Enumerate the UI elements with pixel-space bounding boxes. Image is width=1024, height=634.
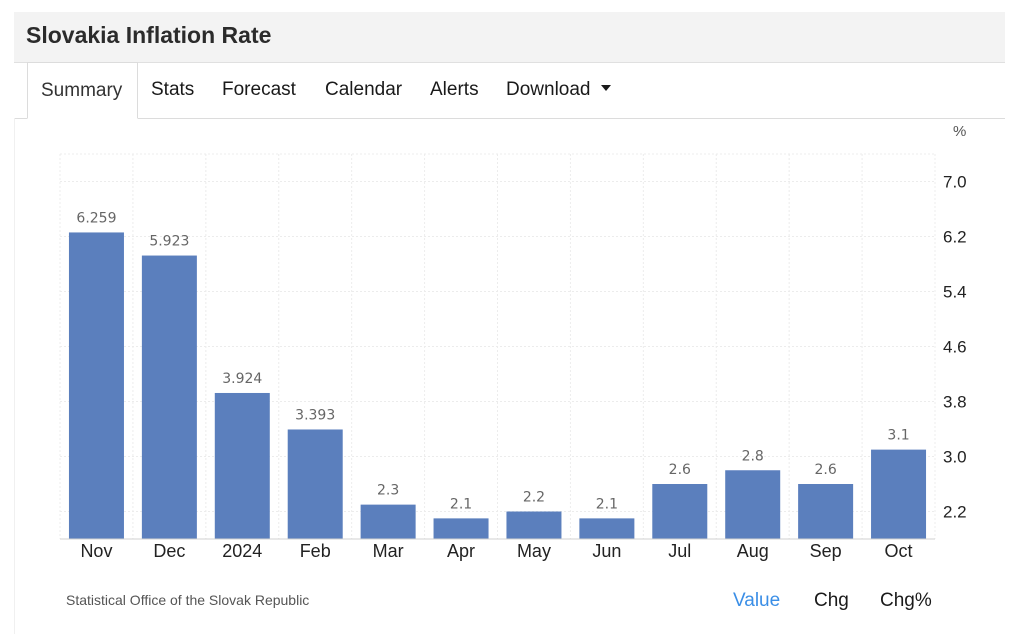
- tab-alerts-label: Alerts: [430, 79, 479, 100]
- y-tick-label: 3.0: [943, 448, 967, 467]
- bar: [360, 504, 416, 539]
- x-tick-label: 2024: [222, 541, 262, 561]
- bar: [214, 392, 270, 539]
- bar: [68, 232, 124, 539]
- tab-calendar[interactable]: Calendar: [325, 62, 402, 118]
- tab-download-label: Download: [506, 79, 591, 100]
- y-tick-label: 6.2: [943, 228, 967, 247]
- tab-stats[interactable]: Stats: [151, 62, 194, 118]
- data-source: Statistical Office of the Slovak Republi…: [66, 592, 310, 608]
- bar: [871, 449, 927, 539]
- x-tick-label: Aug: [737, 541, 769, 561]
- bar: [652, 484, 708, 539]
- page-header: Slovakia Inflation Rate: [14, 12, 1005, 63]
- bar-value-label: 2.1: [450, 496, 472, 512]
- bar-value-label: 2.2: [523, 490, 545, 506]
- y-axis-unit: %: [953, 123, 966, 140]
- bar: [579, 518, 635, 539]
- tab-summary-label: Summary: [41, 80, 123, 101]
- y-tick-label: 5.4: [943, 283, 967, 302]
- bar: [506, 511, 562, 539]
- bar: [287, 429, 343, 539]
- tab-forecast[interactable]: Forecast: [222, 62, 296, 118]
- bar-value-label: 6.259: [76, 210, 116, 226]
- tab-stats-label: Stats: [151, 79, 195, 100]
- tab-download[interactable]: Download: [506, 62, 611, 118]
- toggle-chg[interactable]: Chg: [814, 590, 849, 611]
- x-tick-label: Nov: [80, 541, 112, 561]
- tab-forecast-label: Forecast: [222, 79, 296, 100]
- y-tick-label: 4.6: [943, 338, 967, 357]
- bar: [433, 518, 489, 539]
- bar-value-label: 2.8: [742, 448, 764, 464]
- tab-summary[interactable]: Summary: [27, 62, 138, 119]
- bar: [798, 484, 854, 539]
- x-tick-label: Jul: [668, 541, 691, 561]
- x-tick-label: Feb: [300, 541, 331, 561]
- toggle-chg-percent[interactable]: Chg%: [880, 590, 932, 611]
- caret-down-icon: [600, 84, 611, 91]
- bar-value-label: 2.3: [377, 483, 399, 499]
- x-tick-label: Mar: [373, 541, 404, 561]
- bar-value-label: 5.923: [149, 234, 189, 250]
- tab-bar: Summary Stats Forecast Calendar Alerts D…: [14, 62, 1005, 119]
- inflation-bar-chart: 7.0 6.2 5.4 4.6 3.8 3.0 2.2% 6.259 Nov 5.923 Dec 3.…: [59, 123, 967, 561]
- y-tick-label: 3.8: [943, 393, 967, 412]
- x-tick-label: Dec: [153, 541, 185, 561]
- y-tick-label: 2.2: [943, 503, 967, 522]
- bar-value-label: 2.6: [669, 462, 691, 478]
- bar-value-label: 2.1: [596, 496, 618, 512]
- toggle-value[interactable]: Value: [733, 590, 781, 611]
- bar: [141, 255, 197, 539]
- x-tick-label: Apr: [447, 541, 475, 561]
- x-tick-label: Sep: [810, 541, 842, 561]
- bar-value-label: 3.924: [222, 371, 262, 387]
- tab-calendar-label: Calendar: [325, 79, 403, 100]
- y-tick-label: 7.0: [943, 173, 967, 192]
- page-title: Slovakia Inflation Rate: [26, 22, 272, 48]
- panel-border: [14, 118, 15, 634]
- bar-value-label: 3.393: [295, 407, 335, 423]
- x-tick-label: Oct: [885, 541, 913, 561]
- bar-value-label: 2.6: [814, 462, 836, 478]
- tab-alerts[interactable]: Alerts: [430, 62, 479, 118]
- bar: [725, 470, 781, 539]
- x-tick-label: Jun: [592, 541, 621, 561]
- x-tick-label: May: [517, 541, 551, 561]
- bar-value-label: 3.1: [887, 428, 909, 444]
